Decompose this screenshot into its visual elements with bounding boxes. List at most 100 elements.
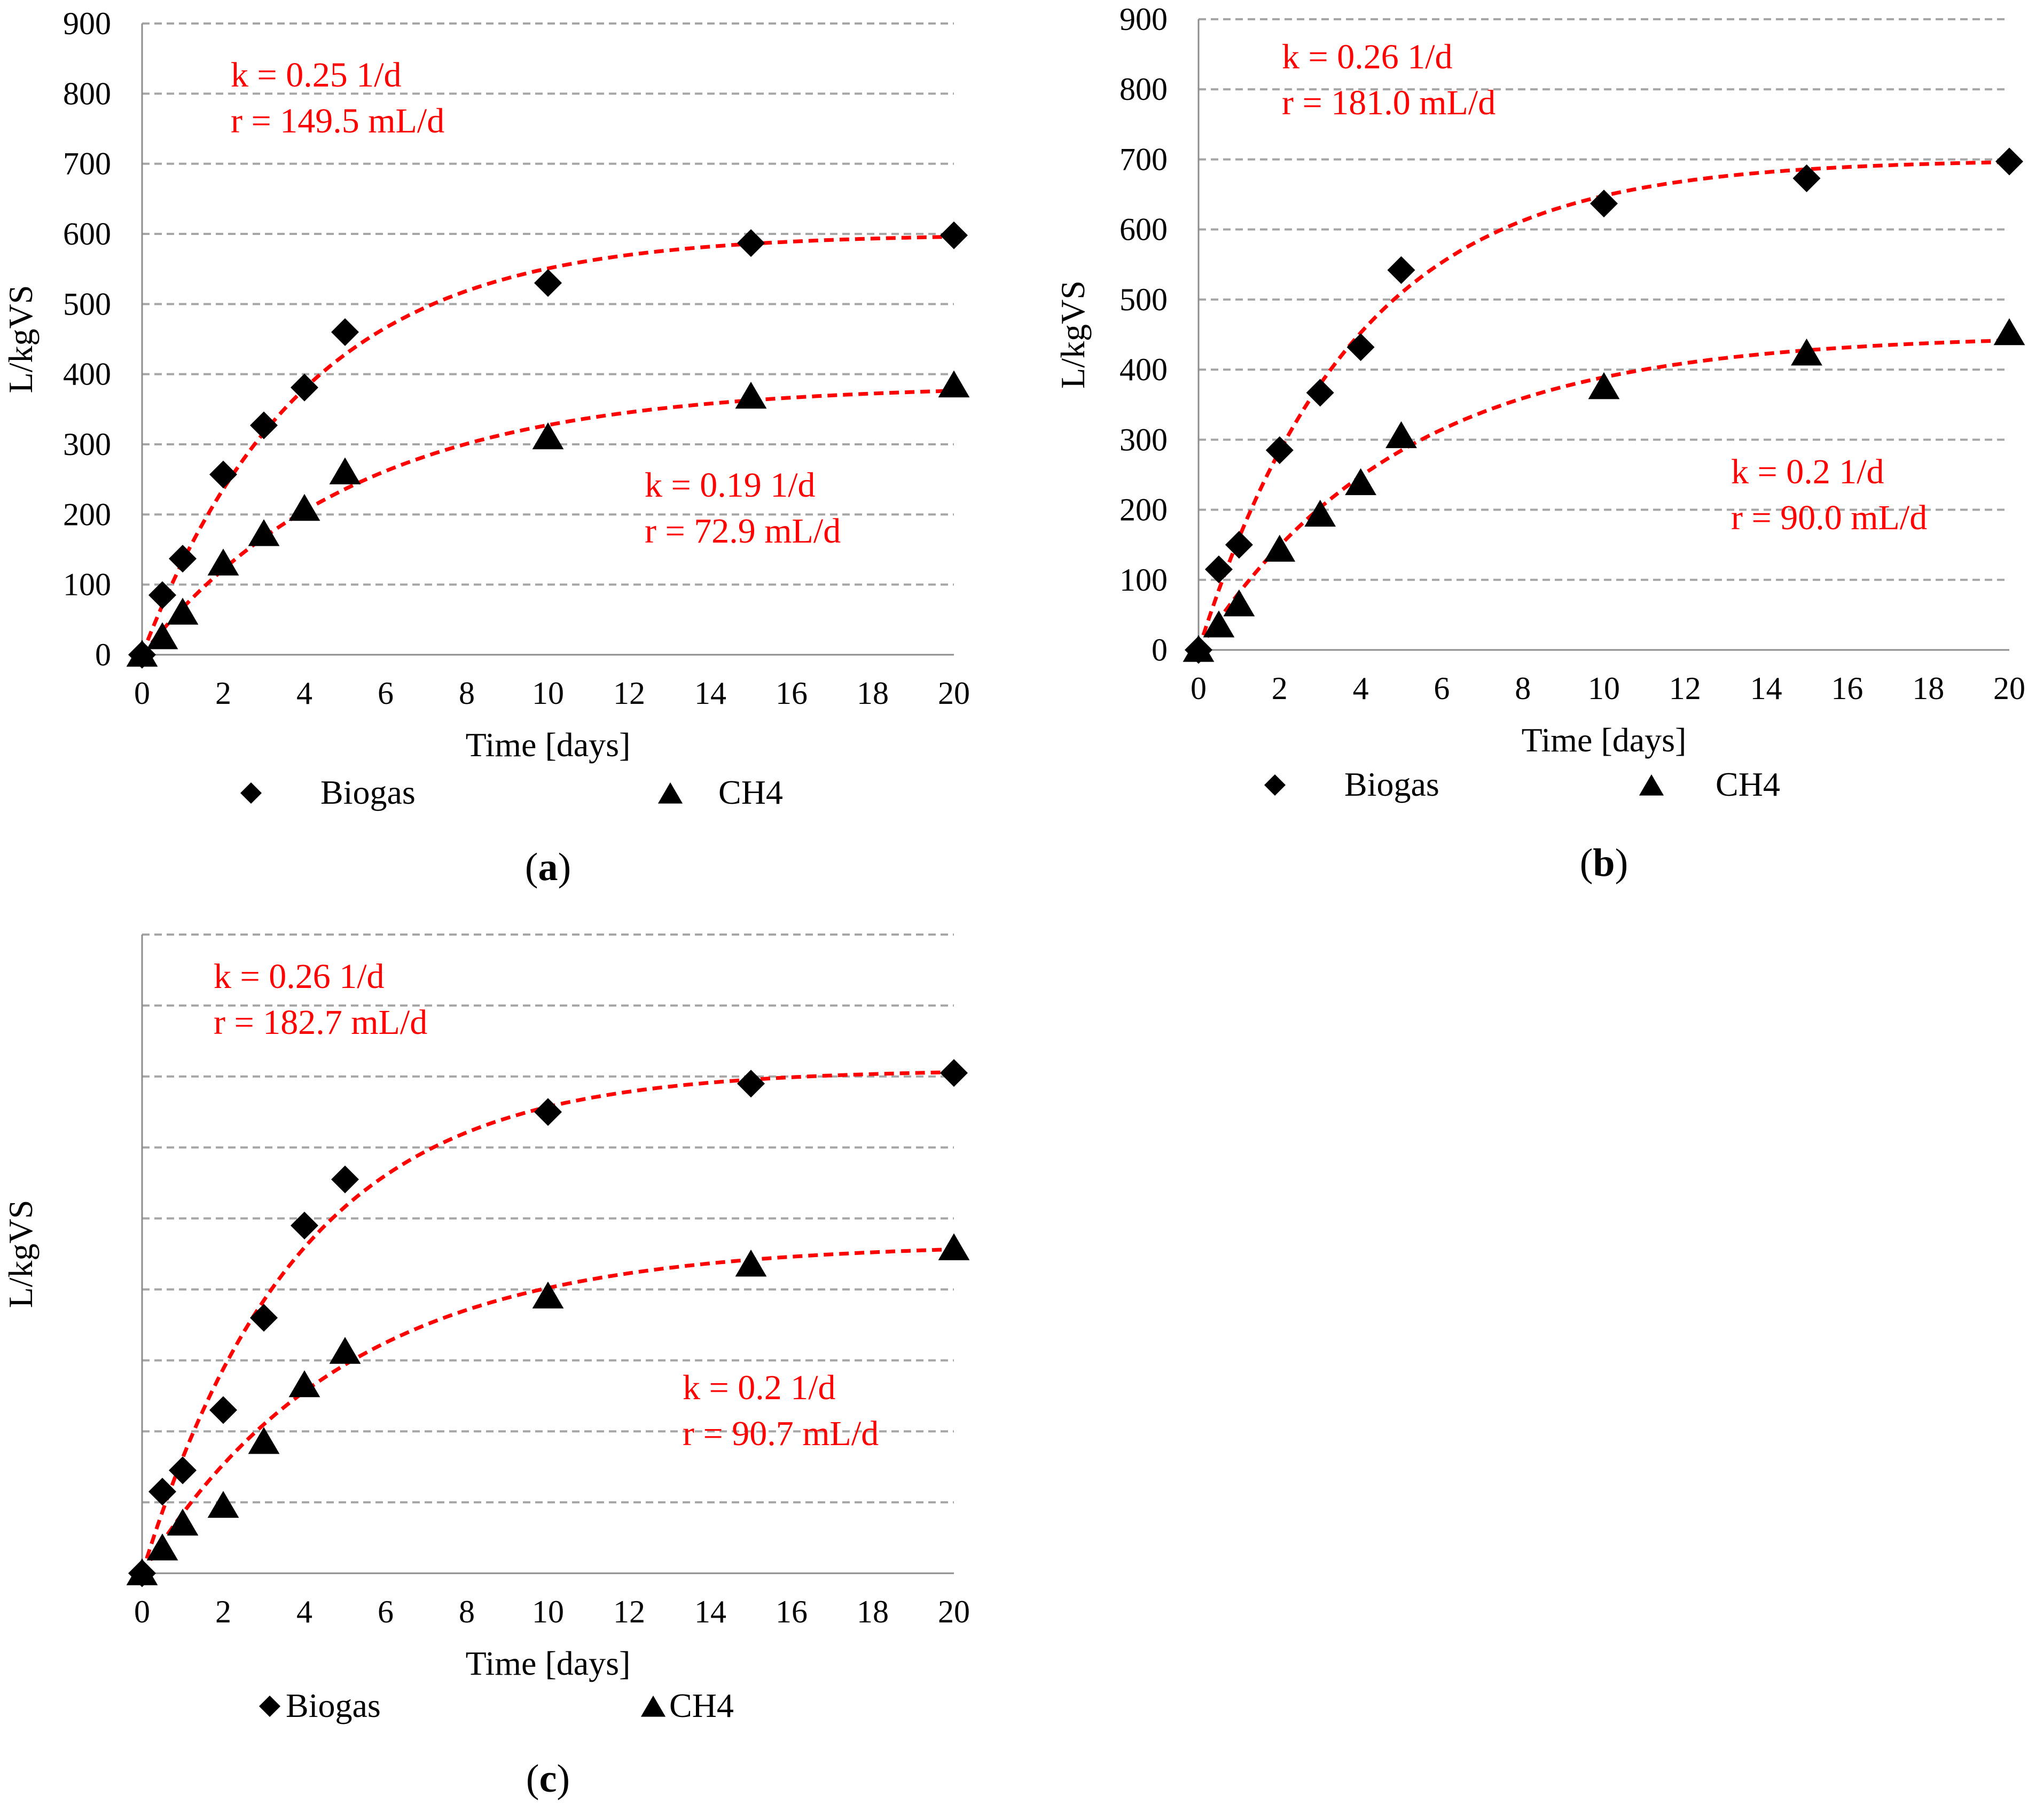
data-point-biogas <box>534 1098 562 1126</box>
y-tick-label: 300 <box>63 427 111 462</box>
data-point-ch4 <box>735 1249 767 1277</box>
data-point-ch4 <box>167 1508 199 1536</box>
data-point-biogas <box>1265 436 1294 465</box>
data-point-ch4 <box>1385 421 1417 449</box>
data-point-ch4 <box>938 1233 970 1260</box>
data-point-biogas <box>250 411 278 440</box>
fit-curve-ch4 <box>140 389 954 656</box>
data-point-ch4 <box>1791 338 1822 366</box>
data-point-ch4 <box>532 422 564 450</box>
data-point-biogas <box>1204 555 1233 584</box>
x-tick-label: 18 <box>857 1594 889 1629</box>
data-point-ch4 <box>1183 635 1215 662</box>
x-tick-label: 4 <box>1353 671 1369 706</box>
data-point-ch4 <box>1588 372 1620 399</box>
data-point-ch4 <box>1304 499 1336 527</box>
panel-label: (b) <box>1580 841 1628 885</box>
chart-panel-c: 0 2 4 6 8 10 12 14 16 18 20 Time [days] L/kgVS k = 0.… <box>2 933 970 1801</box>
legend-label-biogas: Biogas <box>320 773 416 811</box>
data-point-ch4 <box>207 1490 239 1518</box>
x-tick-label: 10 <box>1588 671 1620 706</box>
data-point-biogas <box>169 1456 197 1485</box>
x-tick-label: 12 <box>613 676 645 711</box>
x-tick-label: 10 <box>532 1594 564 1629</box>
fit-annotation: k = 0.19 1/d <box>645 466 816 505</box>
legend-marker-ch4 <box>1639 774 1664 796</box>
data-point-biogas <box>737 1070 765 1098</box>
data-point-biogas <box>940 221 968 249</box>
y-tick-label: 600 <box>63 216 111 252</box>
chart-panel-b: 0 100 200 300 400 500 600 700 800 900 0 2 4 6 8 10 12 14 1… <box>1054 2 2025 885</box>
panel-label: (c) <box>526 1757 570 1801</box>
legend-label-ch4: CH4 <box>1716 765 1780 803</box>
data-point-biogas <box>291 373 318 402</box>
data-point-ch4 <box>735 381 767 409</box>
x-tick-label: 12 <box>1669 671 1701 706</box>
x-tick-label: 6 <box>378 676 394 711</box>
y-tick-label: 500 <box>1119 282 1168 317</box>
data-point-biogas <box>1792 164 1821 192</box>
legend-marker-ch4 <box>657 782 683 804</box>
y-tick-label: 500 <box>63 286 111 321</box>
data-point-biogas <box>250 1304 278 1332</box>
fit-annotation: k = 0.2 1/d <box>683 1368 836 1407</box>
y-axis-title: L/kgVS <box>2 285 40 394</box>
x-tick-label: 8 <box>459 1594 475 1629</box>
data-point-biogas <box>940 1059 968 1087</box>
data-point-ch4 <box>288 493 320 521</box>
data-point-ch4 <box>167 598 199 625</box>
data-point-ch4 <box>329 457 361 484</box>
y-tick-label: 700 <box>1119 142 1168 177</box>
data-point-biogas <box>534 269 562 297</box>
y-tick-label: 100 <box>1119 562 1168 598</box>
data-point-ch4 <box>1203 610 1235 638</box>
x-tick-label: 8 <box>459 676 475 711</box>
legend-label-ch4: CH4 <box>718 773 783 811</box>
y-tick-label: 0 <box>95 637 111 672</box>
data-point-ch4 <box>248 519 280 546</box>
data-point-biogas <box>737 229 765 257</box>
data-point-biogas <box>209 460 237 489</box>
x-tick-label: 0 <box>1191 671 1207 706</box>
data-point-ch4 <box>146 1533 178 1560</box>
x-axis-title: Time [days] <box>466 726 631 764</box>
data-point-ch4 <box>288 1370 320 1398</box>
data-point-ch4 <box>1345 468 1376 496</box>
x-axis-title: Time [days] <box>466 1644 631 1682</box>
y-tick-label: 400 <box>63 357 111 392</box>
data-point-ch4 <box>248 1427 280 1454</box>
y-tick-label: 900 <box>63 6 111 41</box>
data-point-biogas <box>1306 379 1334 407</box>
x-tick-label: 2 <box>215 1594 231 1629</box>
data-point-ch4 <box>126 1558 158 1586</box>
y-tick-label: 200 <box>63 497 111 532</box>
data-point-ch4 <box>146 622 178 649</box>
fit-annotation: r = 90.0 mL/d <box>1731 498 1927 537</box>
fit-annotation: r = 181.0 mL/d <box>1282 83 1495 122</box>
data-point-biogas <box>331 318 359 346</box>
data-point-ch4 <box>329 1337 361 1364</box>
fit-annotation: k = 0.25 1/d <box>231 56 402 95</box>
y-tick-label: 200 <box>1119 492 1168 528</box>
fit-annotation: r = 182.7 mL/d <box>214 1003 427 1042</box>
data-point-biogas <box>331 1165 359 1194</box>
x-tick-label: 16 <box>776 676 808 711</box>
fit-annotation: k = 0.2 1/d <box>1731 452 1884 491</box>
fit-annotation: r = 72.9 mL/d <box>645 512 841 551</box>
x-tick-label: 10 <box>532 676 564 711</box>
panel-label: (a) <box>525 845 571 889</box>
x-tick-label: 2 <box>215 676 231 711</box>
y-tick-label: 900 <box>1119 2 1168 37</box>
data-point-ch4 <box>1993 318 2025 346</box>
data-point-biogas <box>1346 333 1375 362</box>
y-axis-title: L/kgVS <box>2 1200 40 1308</box>
legend-marker-biogas <box>240 782 262 804</box>
legend-marker-biogas <box>1264 774 1286 796</box>
fit-annotation: k = 0.26 1/d <box>214 957 385 996</box>
data-point-biogas <box>1590 190 1618 218</box>
chart-panel-a: 0 100 200 300 400 500 600 700 800 900 0 2 4 6 8 10 12 14 1… <box>2 6 970 889</box>
legend-marker-biogas <box>259 1696 280 1717</box>
data-point-biogas <box>209 1396 237 1424</box>
x-tick-label: 6 <box>1434 671 1450 706</box>
